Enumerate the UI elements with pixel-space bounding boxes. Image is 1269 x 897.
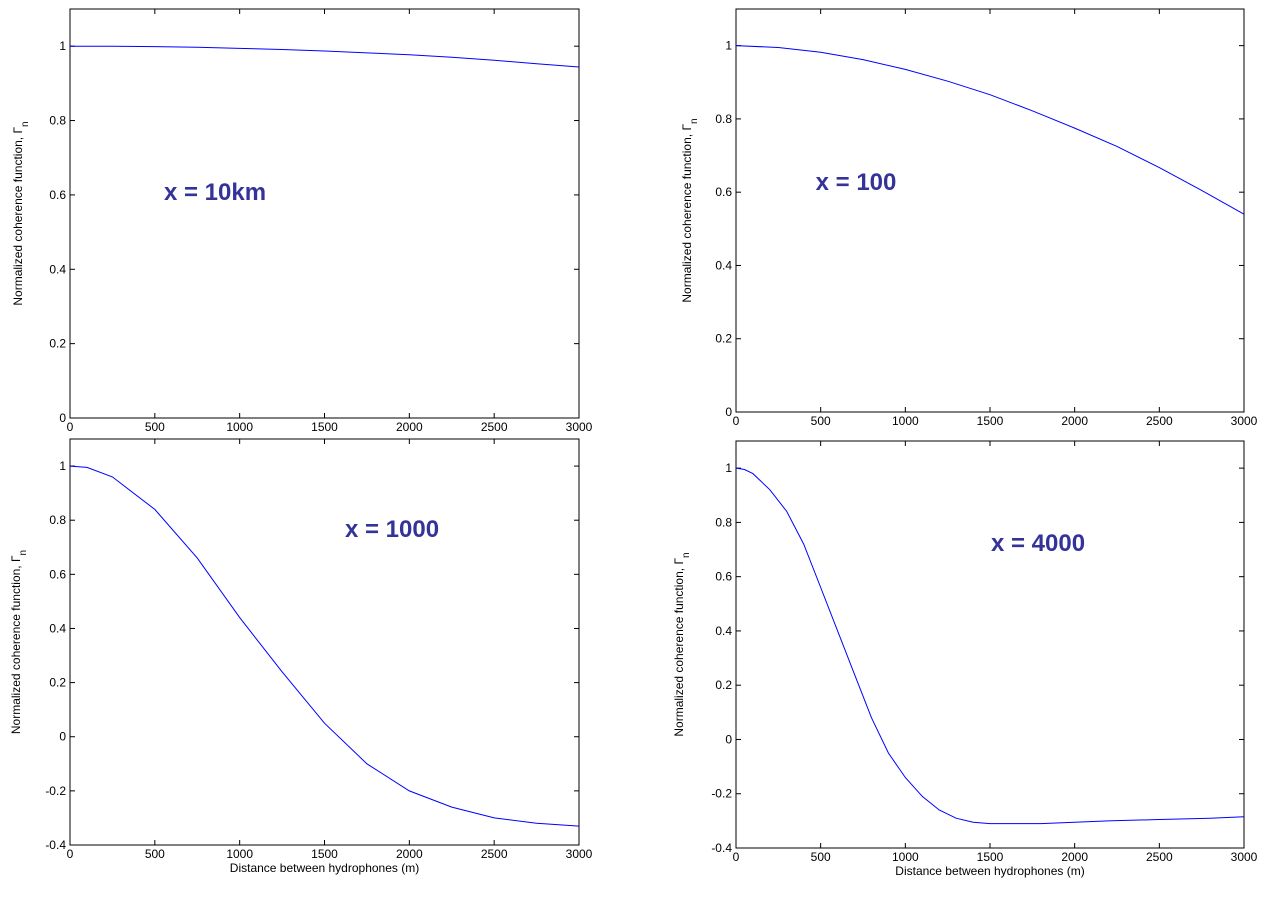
panel-annotation: x = 1000 xyxy=(345,516,439,543)
y-tick-label: 0 xyxy=(725,405,732,419)
x-tick-label: 1000 xyxy=(892,414,919,428)
x-tick-label: 3000 xyxy=(1231,850,1258,864)
plot-area xyxy=(735,8,1245,413)
y-tick-label: 0.4 xyxy=(49,262,66,276)
coherence-curve xyxy=(70,45,580,68)
x-tick-label: 3000 xyxy=(566,847,593,861)
y-tick-label: -0.4 xyxy=(45,838,66,852)
x-axis-label: Distance between hydrophones (m) xyxy=(895,864,1084,878)
y-axis-label: Normalized coherence function, Γn xyxy=(680,118,700,302)
y-tick-label: 0.8 xyxy=(49,114,66,128)
chart-panel-4: 0 500 1000 1500 2000 2500 3000 -0.4 -0.2 0 0.2 0.4 0… xyxy=(672,440,1258,878)
plot-area xyxy=(69,8,580,419)
panel-annotation: x = 100 xyxy=(816,169,897,196)
coherence-curve xyxy=(69,465,580,827)
y-tick-label: 0.4 xyxy=(715,624,732,638)
x-tick-label: 500 xyxy=(811,850,831,864)
x-axis-label: Distance between hydrophones (m) xyxy=(230,861,419,875)
y-tick-label: 0.6 xyxy=(49,188,66,202)
x-tick-label: 2500 xyxy=(481,420,508,434)
coherence-curve xyxy=(735,45,1245,215)
x-tick-label: 500 xyxy=(811,414,831,428)
x-tick-label: 1000 xyxy=(226,847,253,861)
x-tick-label: 1500 xyxy=(311,420,338,434)
y-tick-label: 1 xyxy=(59,459,66,473)
x-tick-label: 2000 xyxy=(1061,414,1088,428)
y-axis-label: Normalized coherence function, Γn xyxy=(9,550,29,734)
x-tick-label: 2500 xyxy=(481,847,508,861)
y-tick-label: 0.6 xyxy=(715,185,732,199)
x-tick-label: 500 xyxy=(145,420,165,434)
y-tick-label: 0.8 xyxy=(715,112,732,126)
x-tick-label: 0 xyxy=(733,850,740,864)
y-tick-label: 1 xyxy=(725,39,732,53)
y-axis-label-subscript: n xyxy=(18,550,29,556)
x-tick-label: 1500 xyxy=(977,414,1004,428)
plot-area xyxy=(735,440,1245,849)
x-tick-label: 0 xyxy=(733,414,740,428)
x-tick-label: 2500 xyxy=(1146,414,1173,428)
y-tick-label: 0.2 xyxy=(49,676,66,690)
y-tick-label: 0.2 xyxy=(49,337,66,351)
x-tick-label: 2000 xyxy=(396,847,423,861)
coherence-curve xyxy=(735,467,1245,825)
y-tick-label: 1 xyxy=(59,39,66,53)
chart-panel-1: 0 500 1000 1500 2000 2500 3000 0 0.2 0.4 0.6 0.8 1 No… xyxy=(11,8,593,434)
panel-annotation: x = 10km xyxy=(164,179,266,206)
y-tick-label: 0.4 xyxy=(49,621,66,635)
x-tick-label: 0 xyxy=(67,847,74,861)
x-tick-label: 1000 xyxy=(892,850,919,864)
x-tick-label: 500 xyxy=(145,847,165,861)
y-axis-label: Normalized coherence function, Γn xyxy=(11,121,31,305)
y-tick-label: 0.8 xyxy=(715,515,732,529)
y-tick-label: 1 xyxy=(725,461,732,475)
y-tick-label: 0.6 xyxy=(49,567,66,581)
y-tick-label: 0.4 xyxy=(715,258,732,272)
y-axis-label-subscript: n xyxy=(681,552,692,558)
x-tick-label: 2000 xyxy=(1061,850,1088,864)
y-tick-label: 0.2 xyxy=(715,332,732,346)
y-tick-label: -0.2 xyxy=(711,787,732,801)
x-tick-label: 1500 xyxy=(311,847,338,861)
x-tick-label: 3000 xyxy=(566,420,593,434)
y-tick-label: 0.8 xyxy=(49,513,66,527)
x-tick-label: 2500 xyxy=(1146,850,1173,864)
y-tick-label: 0 xyxy=(59,730,66,744)
plot-area xyxy=(69,438,580,846)
x-tick-label: 3000 xyxy=(1231,414,1258,428)
x-tick-label: 2000 xyxy=(396,420,423,434)
y-axis-label: Normalized coherence function, Γn xyxy=(672,552,692,736)
y-axis-label-subscript: n xyxy=(20,121,31,127)
x-tick-label: 1000 xyxy=(226,420,253,434)
y-tick-label: -0.4 xyxy=(711,841,732,855)
y-tick-label: 0 xyxy=(725,732,732,746)
y-tick-label: 0.2 xyxy=(715,678,732,692)
panel-annotation: x = 4000 xyxy=(991,530,1085,557)
y-tick-label: 0.6 xyxy=(715,570,732,584)
x-tick-label: 0 xyxy=(67,420,74,434)
chart-panel-2: 0 500 1000 1500 2000 2500 3000 0 0.2 0.4 0.6 0.8 1 No… xyxy=(680,8,1258,428)
chart-panel-3: 0 500 1000 1500 2000 2500 3000 -0.4 -0.2 0 0.2 0.4 0… xyxy=(9,438,593,875)
y-tick-label: 0 xyxy=(59,411,66,425)
y-tick-label: -0.2 xyxy=(45,784,66,798)
y-axis-label-subscript: n xyxy=(689,118,700,124)
x-tick-label: 1500 xyxy=(977,850,1004,864)
